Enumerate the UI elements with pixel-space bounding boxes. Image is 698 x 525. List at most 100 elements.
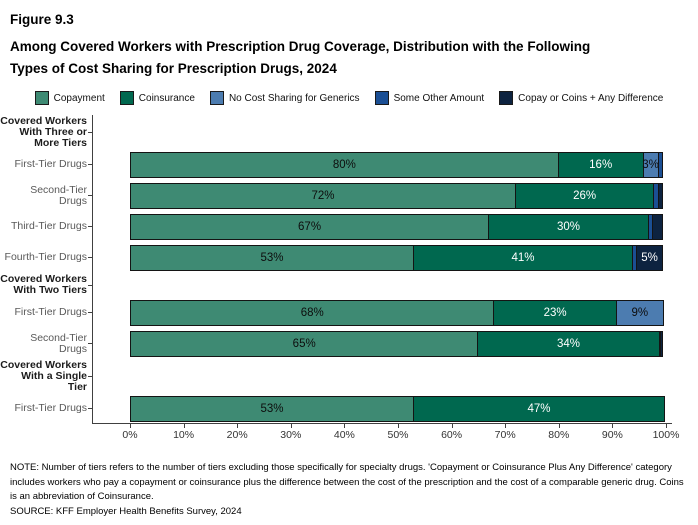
x-axis-tick-label: 70% <box>494 429 516 441</box>
bar-row: Second-Tier Drugs 65% 34% <box>0 328 698 359</box>
bar-segment-coinsurance: 30% <box>488 213 649 240</box>
bar-row: Second-Tier Drugs 72% 26% <box>0 180 698 211</box>
y-axis-tick <box>88 195 92 196</box>
bar-segment-copayment: 53% <box>130 395 415 422</box>
x-axis-tick <box>183 424 185 428</box>
title-block: Figure 9.3 Among Covered Workers with Pr… <box>0 0 698 80</box>
x-axis-tick <box>558 424 560 428</box>
value-label: 53% <box>260 402 284 415</box>
category-label: Second-Tier Drugs <box>30 183 87 207</box>
bar-segment-copay-or-coins-any-difference <box>657 182 663 209</box>
x-axis-tick <box>451 424 453 428</box>
value-label: 5% <box>641 251 658 264</box>
x-axis-tick-label: 30% <box>280 429 302 441</box>
y-axis-tick <box>88 408 92 409</box>
bar-segment-no-cost-sharing-for-generics: 9% <box>615 299 664 326</box>
legend-label: Coinsurance <box>138 92 195 104</box>
bar-row: First-Tier Drugs 68% 23% 9% <box>0 297 698 328</box>
legend-label: Copay or Coins + Any Difference <box>518 92 664 104</box>
group-label: Covered Workers With Three or More Tiers <box>0 114 87 149</box>
legend-label: No Cost Sharing for Generics <box>228 92 360 104</box>
figure-number: Figure 9.3 <box>10 12 74 27</box>
x-axis-tick-label: 90% <box>601 429 623 441</box>
value-label: 26% <box>573 189 597 202</box>
bar-segment-copayment: 65% <box>130 330 479 357</box>
x-axis-tick-label: 10% <box>173 429 195 441</box>
category-label: First-Tier Drugs <box>14 306 87 318</box>
stacked-bar: 65% 34% <box>130 330 666 357</box>
x-axis-tick-label: 100% <box>652 429 680 441</box>
stacked-bar: 53% 47% <box>130 395 666 422</box>
value-label: 47% <box>527 402 551 415</box>
bar-wrap: 72% 26% <box>130 182 666 209</box>
bar-segment-copayment: 72% <box>130 182 516 209</box>
group-label: Covered Workers With Two Tiers <box>0 273 87 296</box>
x-axis-tick <box>398 424 399 428</box>
legend-item: Copayment <box>34 91 105 105</box>
x-axis-tick-label: 20% <box>226 429 248 441</box>
value-label: 23% <box>543 306 567 319</box>
stacked-bar: 68% 23% 9% <box>130 299 666 326</box>
group-label-row: Covered Workers With Three or More Tiers <box>0 115 698 149</box>
legend-item: Copay or Coins + Any Difference <box>499 91 663 105</box>
stacked-bar: 67% 30% <box>130 213 666 240</box>
value-label: 30% <box>556 220 581 233</box>
value-label: 34% <box>556 337 581 350</box>
value-label: 9% <box>631 306 649 319</box>
bar-row: First-Tier Drugs 80% 16% 3% <box>0 149 698 180</box>
figure-title-line-2: Types of Cost Sharing for Prescription D… <box>10 61 337 76</box>
value-label: 41% <box>511 251 535 264</box>
note-text: NOTE: Number of tiers refers to the numb… <box>10 462 684 502</box>
y-axis-tick <box>88 284 92 286</box>
x-axis-tick-label: 50% <box>387 429 409 441</box>
x-axis-tick <box>237 424 239 428</box>
legend-label: Some Other Amount <box>393 92 485 104</box>
figure-title-line-1: Among Covered Workers with Prescription … <box>10 39 591 54</box>
chart-legend: Copayment Coinsurance No Cost Sharing for … <box>0 89 698 107</box>
bar-segment-copay-or-coins-any-difference <box>652 213 663 240</box>
y-axis-tick <box>88 312 92 313</box>
bar-segment-coinsurance: 41% <box>413 244 633 271</box>
bar-wrap: 67% 30% <box>130 213 666 240</box>
bar-segment-copayment: 68% <box>130 299 495 326</box>
bar-segment-coinsurance: 34% <box>477 330 660 357</box>
footnotes: NOTE: Number of tiers refers to the numb… <box>10 461 690 519</box>
bar-segment-copayment: 67% <box>130 213 490 240</box>
bar-wrap: 68% 23% 9% <box>130 299 666 326</box>
bar-segment-coinsurance: 23% <box>493 299 617 326</box>
bar-wrap: 80% 16% 3% <box>130 151 666 178</box>
x-axis-tick-label: 40% <box>333 429 355 441</box>
bar-segment-copay-or-coins-any-difference: 5% <box>636 244 663 271</box>
y-axis-tick <box>88 226 92 227</box>
bar-segment-copayment: 80% <box>130 151 559 178</box>
group-label: Covered Workers With a Single Tier <box>0 358 87 393</box>
category-label: First-Tier Drugs <box>14 158 87 170</box>
value-label: 53% <box>260 251 284 264</box>
legend-item: Coinsurance <box>119 91 195 105</box>
value-label: 16% <box>589 158 613 171</box>
stacked-bar: 72% 26% <box>130 182 666 209</box>
value-label: 68% <box>300 306 324 319</box>
y-axis-tick <box>88 257 92 258</box>
bar-segment-copay-or-coins-any-difference <box>660 330 663 357</box>
copayment-swatch <box>34 91 49 105</box>
stacked-bar: 53% 41% 5% <box>130 244 666 271</box>
bar-row: First-Tier Drugs 53% 47% <box>0 393 698 424</box>
x-axis-tick <box>290 424 292 428</box>
legend-label: Copayment <box>53 92 105 104</box>
value-label: 80% <box>332 158 356 171</box>
value-label: 67% <box>298 220 322 233</box>
chart-plot-area: Covered Workers With Three or More Tiers Fi… <box>0 115 698 424</box>
y-axis-line <box>92 115 93 424</box>
bar-row: Third-Tier Drugs 67% 30% <box>0 211 698 242</box>
value-label: 3% <box>642 158 659 171</box>
value-label: 65% <box>292 337 316 350</box>
value-label: 72% <box>311 189 335 202</box>
stacked-bar: 80% 16% 3% <box>130 151 666 178</box>
x-axis-tick-label: 80% <box>548 429 570 441</box>
x-axis-tick <box>666 424 667 428</box>
source-text: SOURCE: KFF Employer Health Benefits Sur… <box>10 505 242 517</box>
x-axis-tick <box>612 424 614 428</box>
x-axis-line <box>92 423 672 424</box>
y-axis-tick <box>88 131 92 133</box>
